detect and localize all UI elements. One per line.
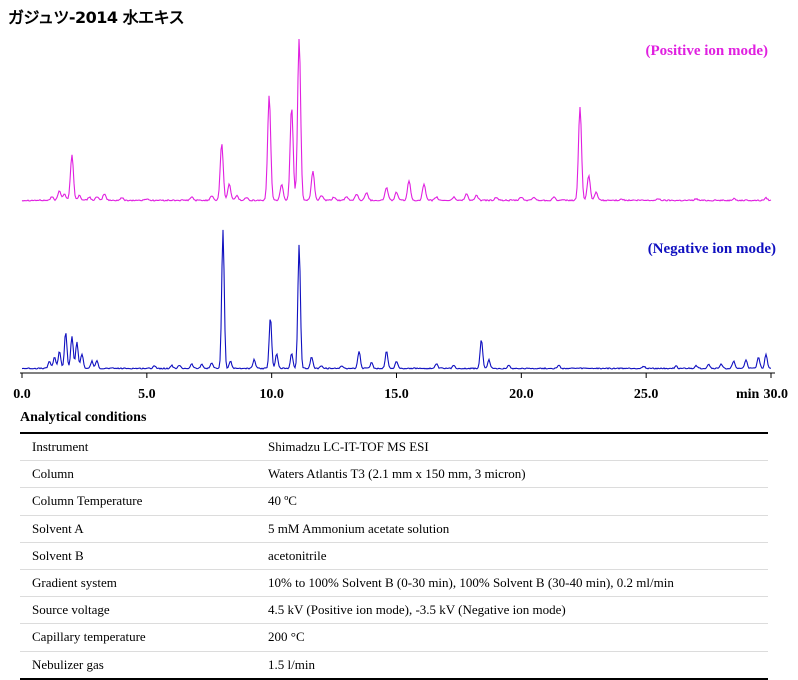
condition-key: Instrument (20, 433, 268, 462)
condition-value: 5 mM Ammonium acetate solution (268, 515, 768, 543)
condition-value: 4.5 kV (Positive ion mode), -3.5 kV (Neg… (268, 596, 768, 625)
condition-key: Solvent A (20, 515, 268, 543)
x-tick-label: 10.0 (259, 387, 284, 402)
conditions-row: Source voltage 4.5 kV (Positive ion mode)… (20, 596, 768, 625)
chart-title: ガジュツ-2014 水エキス (8, 8, 185, 27)
condition-key: Nebulizer gas (32, 656, 104, 672)
x-tick-label: 0.0 (13, 387, 31, 402)
negative-trace-group: (Negative ion mode) (21, 229, 776, 370)
negative-series-line (21, 229, 772, 370)
x-tick-label: 20.0 (509, 387, 534, 402)
conditions-row: Capillary temperature 200 °C (20, 623, 768, 652)
condition-value: acetonitrile (268, 542, 768, 570)
conditions-table: Instrument Shimadzu LC-IT-TOF MS ESI Colum… (20, 432, 768, 680)
conditions-row: Nebulizer gas 1.5 l/min (20, 651, 768, 679)
conditions-row: Gradient system 10% to 100% Solvent B (0-… (20, 569, 768, 598)
condition-value: Shimadzu LC-IT-TOF MS ESI (268, 433, 768, 462)
condition-value: 10% to 100% Solvent B (0-30 min), 100% S… (268, 569, 768, 598)
x-tick-label: 30.0 (764, 387, 789, 402)
condition-value: Waters Atlantis T3 (2.1 mm x 150 mm, 3 m… (268, 460, 768, 489)
positive-trace-group: (Positive ion mode) (21, 39, 772, 202)
condition-value: 200 °C (268, 623, 768, 652)
x-tick-label: 15.0 (384, 387, 409, 402)
condition-value: 40 ºC (268, 487, 768, 516)
condition-key: Solvent B (20, 542, 268, 570)
conditions-heading: Analytical conditions (20, 410, 147, 425)
conditions-row: Instrument Shimadzu LC-IT-TOF MS ESI (20, 433, 768, 462)
condition-key: Capillary temperature (20, 623, 268, 652)
x-tick-label: 5.0 (138, 387, 156, 402)
condition-value: 1.5 l/min (268, 656, 315, 672)
conditions-row: Column Waters Atlantis T3 (2.1 mm x 150 m… (20, 460, 768, 489)
condition-key: Column Temperature (20, 487, 268, 516)
x-axis: 0.0 5.0 10.0 15.0 20.0 25.0 30.0 min (13, 372, 789, 402)
chromatogram-chart: (Positive ion mode) (Negative ion mode) … (13, 39, 789, 402)
positive-series-label: (Positive ion mode) (646, 43, 768, 59)
condition-key: Source voltage (20, 596, 268, 625)
x-tick-label: 25.0 (634, 387, 659, 402)
negative-series-label: (Negative ion mode) (648, 241, 776, 257)
analytical-conditions: Analytical conditions Instrument Shimadzu… (20, 410, 768, 680)
x-axis-unit-label: min (736, 387, 760, 402)
conditions-row: Column Temperature 40 ºC (20, 487, 768, 516)
condition-key: Gradient system (20, 569, 268, 598)
condition-key: Column (20, 460, 268, 489)
positive-series-line (21, 39, 772, 202)
